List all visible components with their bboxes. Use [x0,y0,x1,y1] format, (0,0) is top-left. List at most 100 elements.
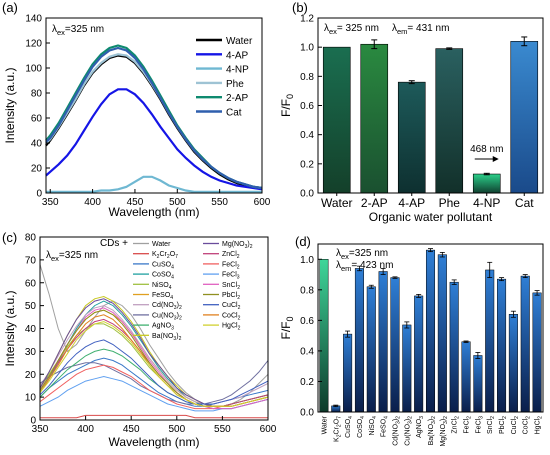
x-tick-label: FeSO4 [381,416,390,437]
excitation-annotation: λex= 325 nm [324,23,379,36]
panel-label: (a) [2,0,18,15]
x-tick-label: CoSO4 [357,416,366,438]
y-tick-label: 80 [25,233,37,244]
legend-label: PbCl2 [222,292,240,301]
bar-2-ap [360,43,389,194]
panel-a: 350 400 450 500 550 600 0 20 40 60 80 100 120 140 Wave… [2,0,271,219]
x-tick-label: NiSO4 [369,416,378,436]
y-tick-label: 0.4 [300,346,314,357]
x-tick-label: CuSO4 [345,416,354,438]
series-line-cat [45,46,263,190]
panel-d: Water K2Cr2O7CuSO4CoSO4NiSO4FeSO4Cd(NO3)2… [295,234,544,447]
x-axis-label: Organic water pollutant [369,210,493,224]
x-tick-label: 600 [254,197,271,208]
panel-a-frame [45,17,263,194]
bar [473,355,483,413]
bar [485,269,495,413]
y-tick-label: 40 [25,324,37,335]
legend-label: Mg(NO3)2 [222,241,253,250]
y-tick-label: 0 [36,189,42,200]
bar-phe [435,48,464,194]
series-line [40,339,268,405]
panel-b: Water 2-AP 4-AP Phe 4-NP Cat 0.0 0.2 0.4 0.6 0.8 1.… [292,0,539,224]
y-tick-label: 100 [25,64,42,75]
legend-label: AgNO3 [152,323,174,332]
x-tick-label: 4-NP [473,196,500,210]
x-tick-label: 4-AP [398,196,425,210]
x-tick-label: SnCl2 [487,416,496,434]
bar [366,286,376,413]
x-tick-label: 600 [260,424,277,435]
bar [354,268,364,413]
x-tick-label: K2Cr2O7 [333,416,342,442]
legend-title: CDs + [100,238,128,249]
y-tick-label: 0.2 [300,377,314,388]
x-axis-label: Wavelength (nm) [109,205,200,219]
legend-label: CoSO4 [152,272,174,281]
x-tick-label: Ba(NO3)2 [428,416,437,446]
x-tick-label: Water [321,196,353,210]
legend-label: HgCl2 [222,323,241,332]
legend-label: ZnCl2 [222,251,240,260]
bar [520,275,530,413]
legend-label: Cu(NO3)2 [152,312,182,321]
y-tick-label: 40 [31,139,43,150]
y-tick-label: 20 [31,164,43,175]
x-tick-label: AgNO3 [416,416,425,438]
bar-4-ap [397,81,426,194]
emission-annotation: λem= 423 nm [336,260,393,273]
y-tick-label: 20 [25,370,37,381]
bar [378,271,388,413]
x-tick-label: 550 [214,424,231,435]
x-tick-label: Cu(NO3)2 [404,416,413,446]
x-tick-label: CuCl2 [511,416,520,435]
x-tick-label: Phe [439,196,461,210]
panel-c-frame [39,236,269,421]
legend-label: 4-NP [226,65,249,76]
x-tick-label: Mg(NO3)2 [440,416,449,447]
x-tick-label: PbCl2 [499,416,508,434]
y-tick-label: 0.0 [300,189,314,200]
y-tick-label: 0.4 [300,130,314,141]
legend-label: Cat [226,108,242,119]
x-tick-label: 350 [32,424,49,435]
panel-label: (b) [292,0,308,15]
y-tick-label: 0.6 [300,316,314,327]
legend-label: FeCl2 [222,261,240,270]
legend-label: SnCl2 [222,282,240,291]
bar-4-np [472,173,501,194]
y-tick-label: 60 [25,278,37,289]
legend-label: Phe [226,79,244,90]
x-tick-label: FeCl3 [475,416,484,434]
bar [532,292,542,413]
y-tick-label: 60 [31,114,43,125]
y-axis-label: Intensity (a.u.) [3,290,17,366]
y-tick-label: 10 [25,393,37,404]
excitation-annotation: λex=325 nm [52,24,104,37]
bar [319,259,329,413]
x-tick-label: Water [321,415,328,434]
bar [402,324,412,413]
bar [390,277,400,413]
legend-label: Cd(NO3)2 [152,302,182,311]
emission-annotation: λem= 431 nm [392,23,449,36]
peak-shift-annotation: 468 nm [470,144,503,155]
bar [414,295,424,413]
bar [437,254,447,413]
panel-d-frame [317,243,544,413]
x-tick-label: Cat [515,196,534,210]
bar-water [322,46,351,194]
y-axis-label: Intensity (a.u.) [3,67,17,143]
x-tick-label: 400 [84,197,101,208]
y-tick-label: 0.8 [300,72,314,83]
y-tick-label: 30 [25,347,37,358]
bar [425,249,436,413]
panel-label: (d) [295,234,311,249]
y-tick-label: 50 [25,301,37,312]
y-tick-label: 140 [25,14,42,25]
legend-label: NiSO4 [152,282,172,291]
legend-label: 4-AP [226,50,249,61]
series-line-4-np [46,175,262,193]
y-tick-label: 0 [30,416,36,427]
